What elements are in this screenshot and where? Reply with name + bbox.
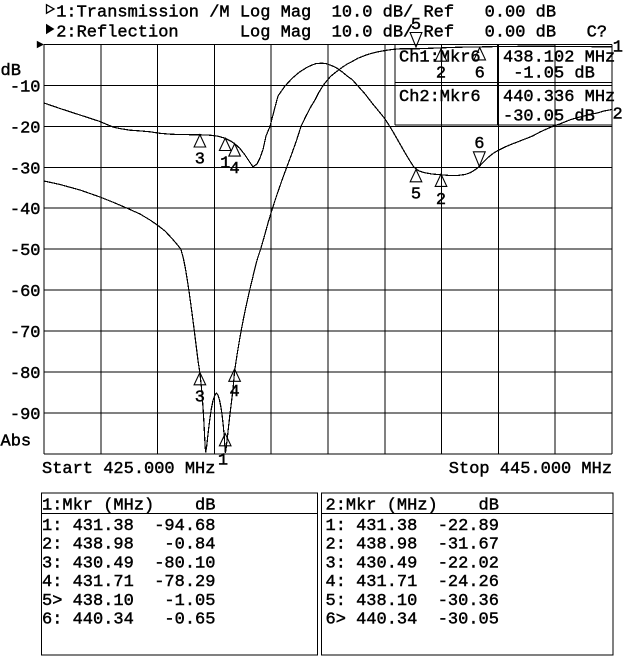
svg-text:-30.05 dB: -30.05 dB — [503, 108, 595, 127]
svg-text:2: 2 — [436, 65, 446, 84]
svg-text:1:Transmission /M Log Mag 10.: 1:Transmission /M Log Mag 10.0 dB/ Ref 0… — [56, 4, 556, 23]
svg-text:5: 438.10 -30.36: 5: 438.10 -30.36 — [326, 592, 499, 611]
svg-text:1:Mkr (MHz) dB: 1:Mkr (MHz) dB — [42, 497, 215, 516]
svg-text:2:Reflection Log Mag 10.: 2:Reflection Log Mag 10.0 dB/ Ref 0.00 d… — [56, 24, 607, 43]
svg-text:4: 4 — [229, 383, 239, 402]
svg-text:-70: -70 — [10, 324, 41, 343]
svg-text:-60: -60 — [10, 283, 41, 302]
svg-text:3: 430.49 -80.10: 3: 430.49 -80.10 — [42, 554, 215, 573]
svg-text:6: 6 — [475, 65, 485, 84]
svg-text:1: 1 — [220, 155, 230, 174]
svg-text:-1.05 dB: -1.05 dB — [503, 65, 595, 84]
svg-text:2:Mkr (MHz) dB: 2:Mkr (MHz) dB — [326, 497, 499, 516]
svg-text:2: 438.98 -31.67: 2: 438.98 -31.67 — [326, 536, 499, 555]
svg-text:4: 4 — [229, 160, 239, 179]
svg-text:5: 5 — [411, 16, 421, 35]
svg-text:-80: -80 — [10, 365, 41, 384]
svg-text:1: 1 — [613, 39, 623, 58]
svg-text:-50: -50 — [10, 242, 41, 261]
svg-text:5> 438.10 -1.05: 5> 438.10 -1.05 — [42, 592, 215, 611]
svg-text:3: 3 — [195, 389, 205, 408]
svg-text:dB: dB — [1, 62, 21, 81]
svg-text:-40: -40 — [10, 201, 41, 220]
svg-text:3: 3 — [195, 151, 205, 170]
svg-text:4: 431.71 -78.29: 4: 431.71 -78.29 — [42, 573, 215, 592]
svg-text:3: 430.49 -22.02: 3: 430.49 -22.02 — [326, 554, 499, 573]
svg-text:Start 425.000 MHz: Start 425.000 MHz — [42, 460, 215, 479]
svg-text:-30: -30 — [10, 160, 41, 179]
svg-text:5: 5 — [411, 186, 421, 205]
svg-text:1: 431.38 -22.89: 1: 431.38 -22.89 — [326, 517, 499, 536]
svg-text:Abs: Abs — [1, 432, 32, 451]
svg-text:-90: -90 — [10, 406, 41, 425]
svg-text:Stop 445.000 MHz: Stop 445.000 MHz — [449, 460, 612, 479]
svg-text:6> 440.34 -30.05: 6> 440.34 -30.05 — [326, 611, 499, 630]
svg-text:-10: -10 — [10, 78, 41, 97]
svg-text:Ch1:Mkr6: Ch1:Mkr6 — [399, 49, 481, 68]
svg-text:2: 2 — [436, 191, 446, 210]
svg-text:-20: -20 — [10, 119, 41, 138]
svg-text:Ch2:Mkr6: Ch2:Mkr6 — [399, 88, 481, 107]
svg-text:4: 431.71 -24.26: 4: 431.71 -24.26 — [326, 573, 499, 592]
svg-text:1: 431.38 -94.68: 1: 431.38 -94.68 — [42, 517, 215, 536]
svg-text:1: 1 — [218, 452, 228, 471]
svg-text:2: 438.98 -0.84: 2: 438.98 -0.84 — [42, 536, 215, 555]
svg-text:2: 2 — [613, 106, 623, 125]
svg-text:438.102 MHz: 438.102 MHz — [503, 49, 615, 68]
svg-text:6: 6 — [474, 135, 484, 154]
svg-text:6: 440.34 -0.65: 6: 440.34 -0.65 — [42, 611, 215, 630]
svg-text:440.336 MHz: 440.336 MHz — [503, 88, 615, 107]
